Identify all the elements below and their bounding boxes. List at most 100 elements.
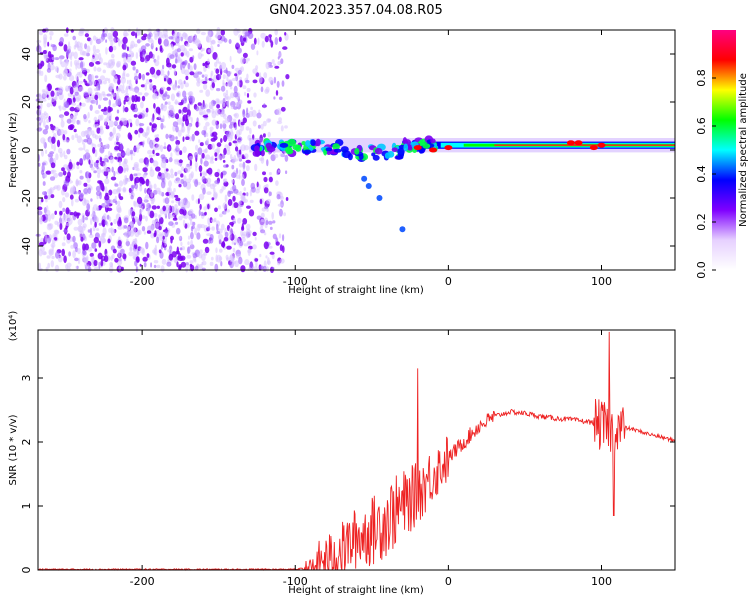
noise-blob (246, 74, 248, 80)
line-core (494, 144, 675, 145)
noise-blob (185, 136, 189, 140)
noise-blob (278, 169, 280, 172)
noise-blob (264, 89, 269, 94)
noise-blob (273, 234, 277, 240)
noise-blob (189, 209, 194, 214)
noise-blob (167, 110, 169, 114)
noise-blob (272, 59, 275, 64)
noise-blob (211, 226, 215, 230)
noise-blob (242, 154, 245, 159)
noise-blob (58, 106, 60, 109)
noise-blob (229, 255, 233, 262)
noise-blob (224, 96, 226, 99)
noise-blob (228, 191, 233, 194)
noise-blob (43, 120, 46, 128)
noise-blob (100, 129, 104, 135)
noise-blob (220, 172, 223, 179)
noise-blob (277, 121, 282, 124)
noise-blob (74, 211, 78, 216)
noise-blob (246, 126, 250, 130)
noise-blob (154, 60, 159, 67)
noise-blob (215, 158, 218, 161)
noise-blob (194, 131, 199, 136)
noise-blob (266, 184, 269, 188)
noise-blob (107, 208, 113, 212)
noise-blob (134, 183, 138, 189)
noise-blob (61, 116, 64, 121)
noise-blob (184, 60, 188, 65)
noise-blob (134, 260, 137, 266)
noise-blob (247, 93, 249, 98)
noise-blob (164, 78, 166, 82)
noise-blob (198, 122, 200, 126)
noise-blob (231, 105, 234, 109)
noise-blob (82, 199, 87, 206)
noise-blob (206, 191, 211, 195)
noise-blob (263, 121, 267, 127)
noise-blob (203, 239, 209, 244)
noise-blob (115, 196, 117, 201)
noise-blob (238, 257, 242, 265)
noise-blob (46, 267, 49, 272)
noise-blob (174, 172, 177, 177)
noise-blob (239, 77, 242, 81)
noise-blob (207, 59, 209, 64)
noise-blob (224, 211, 226, 215)
noise-blob (134, 162, 139, 168)
spectrogram-ylabel: Frequency (Hz) (8, 112, 19, 188)
noise-blob (210, 262, 214, 266)
noise-blob (282, 80, 285, 87)
line-blob (261, 150, 265, 156)
noise-blob (182, 33, 187, 37)
noise-blob (79, 81, 83, 84)
noise-blob (198, 253, 202, 259)
noise-blob (216, 57, 219, 64)
noise-blob (134, 114, 138, 118)
noise-blob (96, 87, 98, 91)
noise-blob (90, 105, 93, 111)
noise-blob (223, 178, 227, 182)
noise-blob (248, 32, 254, 39)
noise-blob (74, 52, 78, 60)
noise-blob (190, 232, 194, 239)
x-tick-label: 0 (445, 275, 452, 288)
noise-blob (157, 190, 161, 194)
noise-blob (196, 232, 200, 239)
noise-blob (117, 201, 120, 206)
noise-blob (86, 203, 90, 210)
noise-blob (63, 151, 65, 158)
noise-blob (243, 53, 248, 58)
noise-blob (179, 236, 182, 239)
noise-blob (96, 124, 100, 129)
noise-blob (59, 37, 64, 44)
noise-blob (188, 236, 190, 240)
noise-blob (92, 257, 94, 263)
noise-blob (227, 135, 232, 142)
noise-blob (178, 184, 181, 188)
noise-blob (88, 159, 90, 164)
noise-blob (151, 117, 154, 122)
snr-multiplier: (x10⁴) (8, 311, 19, 342)
noise-blob (90, 253, 94, 257)
noise-blob (108, 136, 112, 141)
noise-blob (110, 40, 113, 47)
noise-blob (255, 189, 260, 194)
noise-blob (134, 76, 139, 81)
noise-blob (182, 98, 187, 104)
noise-blob (54, 127, 59, 131)
noise-blob (260, 229, 265, 233)
noise-blob (86, 255, 89, 261)
noise-blob (76, 166, 79, 170)
noise-blob (260, 33, 266, 39)
noise-blob (124, 107, 128, 112)
noise-blob (198, 147, 203, 155)
noise-blob (138, 73, 141, 80)
noise-blob (70, 107, 75, 112)
y-tick-label: 2 (20, 439, 33, 446)
noise-blob (135, 105, 138, 108)
noise-blob (135, 32, 137, 38)
noise-blob (144, 83, 147, 91)
noise-blob (171, 44, 174, 49)
noise-blob (185, 165, 190, 173)
noise-blob (186, 178, 191, 183)
